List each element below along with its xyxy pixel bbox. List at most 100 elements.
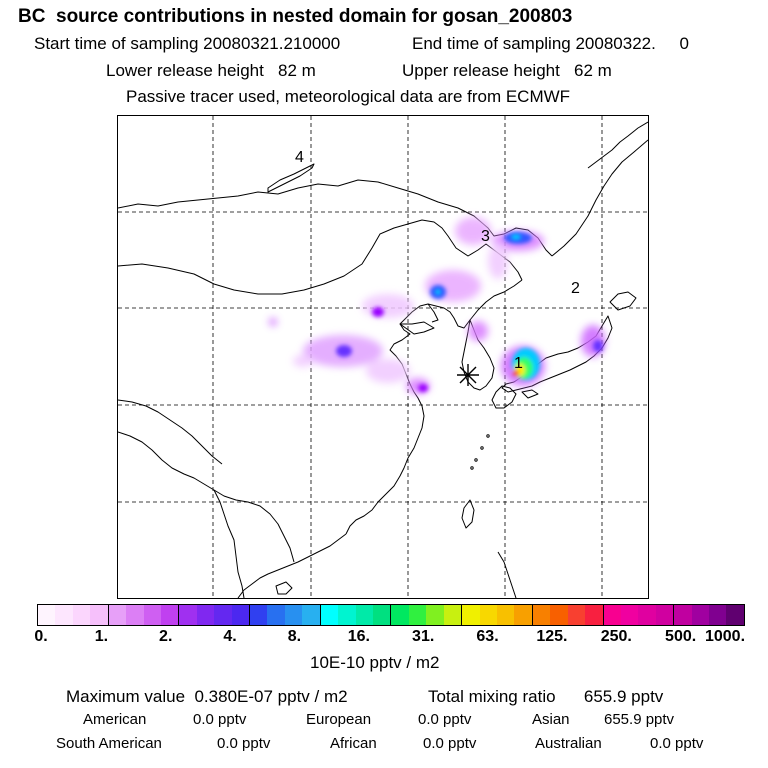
russia-east-coast xyxy=(551,139,649,257)
colorbar-segment xyxy=(479,605,497,625)
mongolia-border xyxy=(117,219,523,295)
map-canvas: 4 3 2 1 xyxy=(117,116,649,599)
maximum-value: Maximum value 0.380E-07 pptv / m2 xyxy=(66,687,348,706)
colorbar-segment xyxy=(638,605,656,625)
colorbar-segment xyxy=(550,605,568,625)
region-label-2: 2 xyxy=(571,280,580,297)
colorbar-segment xyxy=(496,605,515,625)
australian-label: Australian xyxy=(535,735,602,752)
colorbar-segment xyxy=(674,605,692,625)
colorbar-segment xyxy=(585,605,604,625)
page-title: BC source contributions in nested domain… xyxy=(18,6,573,27)
northern-border xyxy=(117,179,553,257)
colorbar-segment xyxy=(462,605,480,625)
china-korea-coast xyxy=(345,279,523,535)
colorbar-tick-label: 31. xyxy=(412,628,435,645)
colorbar-tick-label: 125. xyxy=(536,628,568,645)
african-label: African xyxy=(330,735,377,752)
start-time-label: Start time of sampling 20080321.210000 xyxy=(34,34,341,53)
tracer-note: Passive tracer used, meteorological data… xyxy=(126,87,571,106)
australian-value: 0.0 pptv xyxy=(650,735,704,752)
asian-value: 655.9 pptv xyxy=(604,711,675,728)
japan-shikoku xyxy=(521,389,539,399)
south-china-coast xyxy=(237,533,347,599)
colorbar-segment xyxy=(214,605,232,625)
colorbar-segment xyxy=(143,605,161,625)
african-value: 0.0 pptv xyxy=(423,735,477,752)
upper-release-label: Upper release height 62 m xyxy=(402,61,612,80)
colorbar-ticks: 0. 1. 2. 4. 8. 16. 31. 63. 125. 250. 500. 1000. xyxy=(0,628,768,648)
southwest-border xyxy=(117,431,245,599)
korean-peninsula xyxy=(461,319,495,391)
european-label: European xyxy=(306,711,372,728)
lake-baikal xyxy=(267,163,315,193)
colorbar-segment xyxy=(126,605,144,625)
asian-label: Asian xyxy=(532,711,570,728)
colorbar-tick-label: 0. xyxy=(34,628,48,645)
colorbar-segment xyxy=(426,605,444,625)
colorbar-tick-label: 16. xyxy=(347,628,370,645)
colorbar-segment xyxy=(443,605,463,625)
south-american-label: South American xyxy=(56,735,162,752)
colorbar-segment xyxy=(603,605,621,625)
region-label-1: 1 xyxy=(514,355,523,372)
taiwan xyxy=(461,499,475,529)
indochina-border xyxy=(213,489,295,563)
colorbar-segment xyxy=(514,605,533,625)
sakhalin-hint xyxy=(587,121,649,169)
colorbar-segment xyxy=(620,605,639,625)
colorbar-segment xyxy=(532,605,551,625)
colorbar-segment xyxy=(250,605,268,625)
colorbar-segment xyxy=(179,605,197,625)
colorbar-tick-label: 250. xyxy=(600,628,632,645)
japan-kyushu xyxy=(491,385,517,409)
colorbar-segment xyxy=(72,605,91,625)
lower-release-label: Lower release height 82 m xyxy=(106,61,316,80)
colorbar-segment xyxy=(284,605,303,625)
american-label: American xyxy=(83,711,147,728)
colorbar-tick-label: 500. xyxy=(665,628,697,645)
colorbar-segment xyxy=(373,605,392,625)
himalaya-border xyxy=(117,399,223,465)
colorbar-segment xyxy=(655,605,675,625)
region-label-3: 3 xyxy=(481,228,490,245)
colorbar xyxy=(37,604,745,626)
colorbar-tick-label: 63. xyxy=(476,628,499,645)
colorbar-segment xyxy=(726,605,744,625)
colorbar-segment xyxy=(391,605,409,625)
hainan xyxy=(275,581,293,595)
shandong-peninsula xyxy=(399,321,435,335)
colorbar-segment xyxy=(196,605,215,625)
colorbar-segment xyxy=(355,605,374,625)
liaodong-peninsula xyxy=(427,303,439,323)
european-value: 0.0 pptv xyxy=(418,711,472,728)
american-value: 0.0 pptv xyxy=(193,711,247,728)
colorbar-segment xyxy=(567,605,586,625)
colorbar-tick-label: 4. xyxy=(223,628,237,645)
colorbar-tick-label: 2. xyxy=(159,628,173,645)
colorbar-tick-label: 1. xyxy=(94,628,109,645)
colorbar-segment xyxy=(38,605,56,625)
colorbar-segment xyxy=(160,605,180,625)
colorbar-tick-label: 1000. xyxy=(704,628,746,645)
map-panel: 4 3 2 1 xyxy=(117,115,649,599)
colorbar-tick-label: 8. xyxy=(287,628,302,645)
colorbar-segment xyxy=(320,605,339,625)
plume-field xyxy=(269,217,605,394)
colorbar-segment xyxy=(302,605,321,625)
colorbar-segment xyxy=(90,605,109,625)
colorbar-segment xyxy=(267,605,285,625)
region-label-4: 4 xyxy=(295,149,304,166)
japan-honshu xyxy=(501,315,613,393)
end-time-label: End time of sampling 20080322. 0 xyxy=(412,34,689,53)
coastlines xyxy=(117,121,649,599)
colorbar-segment xyxy=(408,605,427,625)
colorbar-segment xyxy=(338,605,356,625)
star-asterisk-icon xyxy=(457,364,479,386)
colorbar-segment xyxy=(108,605,127,625)
south-american-value: 0.0 pptv xyxy=(217,735,271,752)
colorbar-segment xyxy=(55,605,73,625)
total-mixing-ratio: Total mixing ratio 655.9 pptv xyxy=(428,687,664,706)
philippines-hint xyxy=(497,551,517,599)
japan-hokkaido xyxy=(609,291,637,311)
